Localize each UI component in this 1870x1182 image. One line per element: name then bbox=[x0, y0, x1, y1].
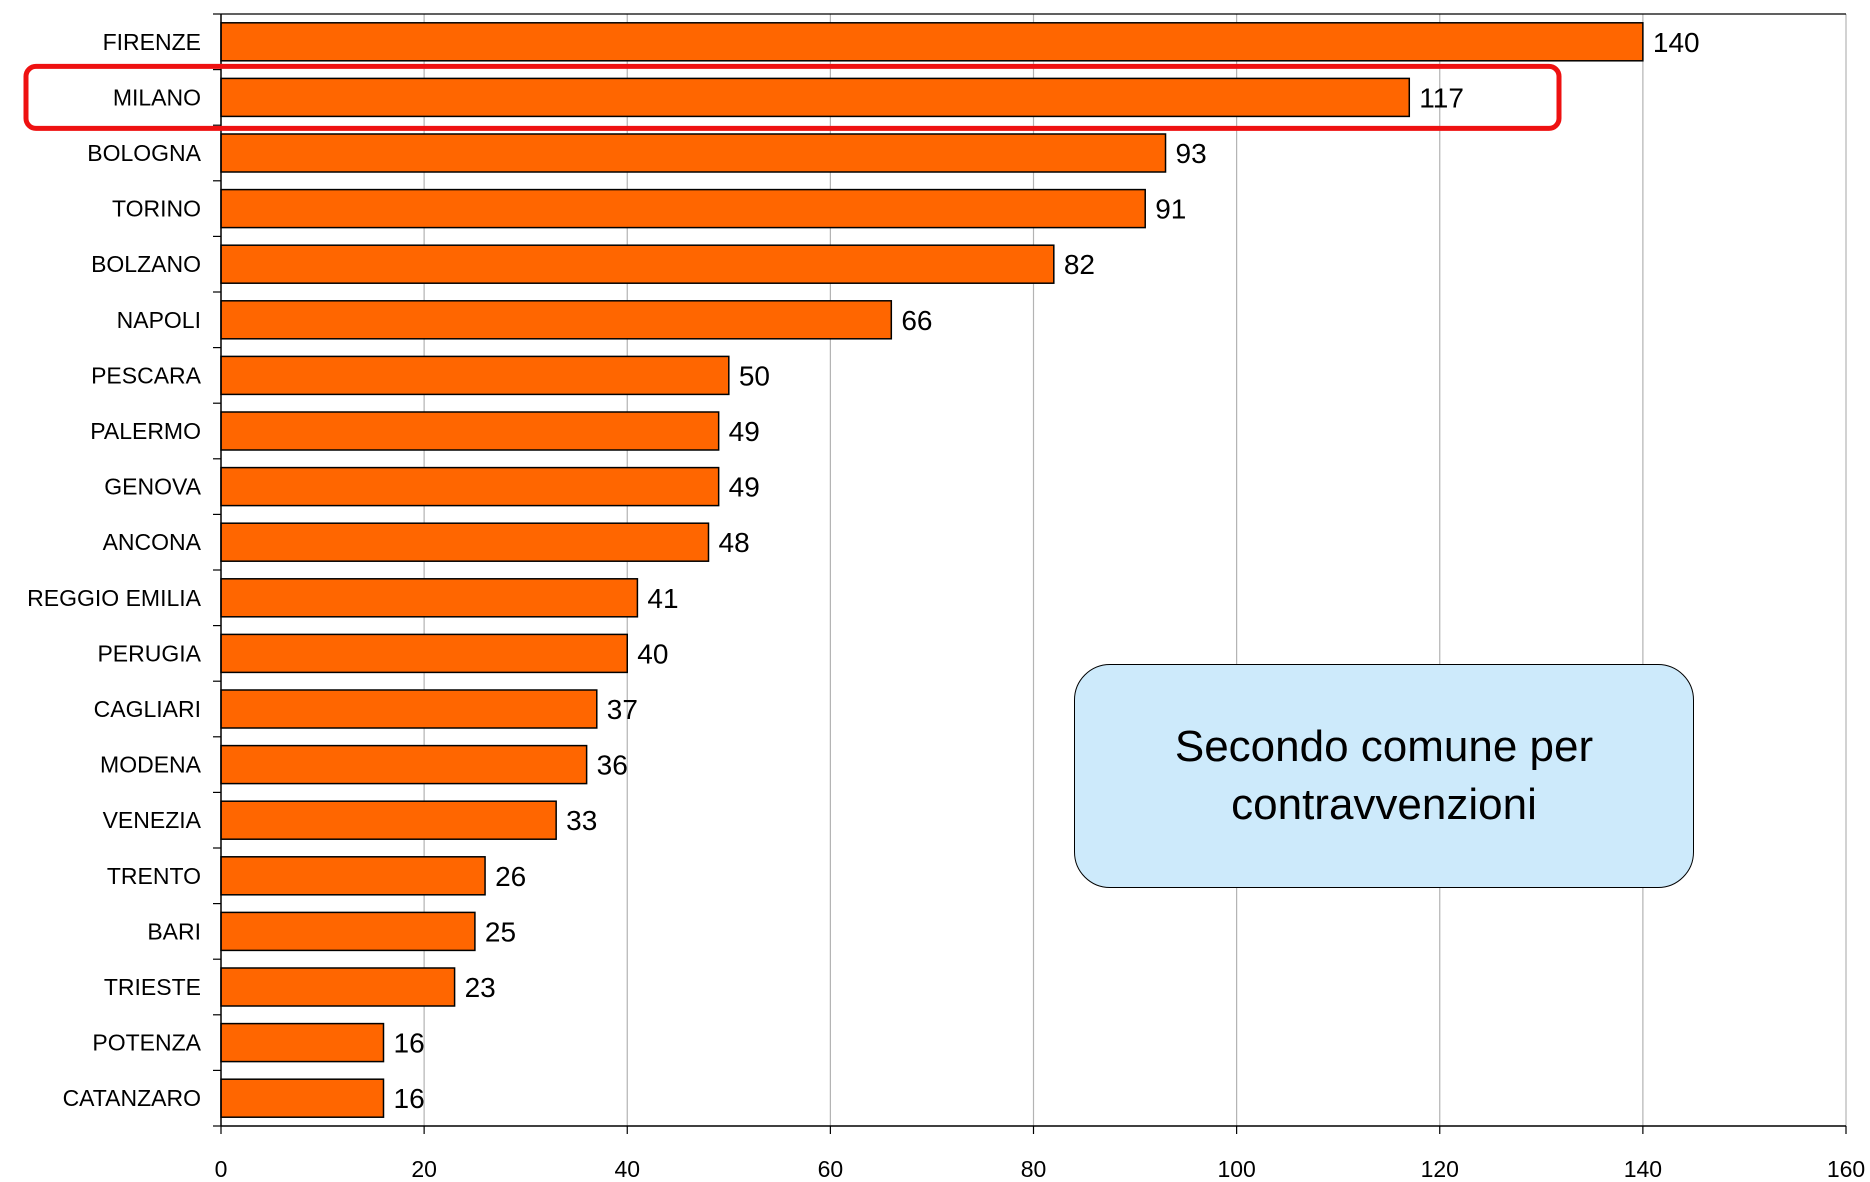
value-label: 25 bbox=[485, 916, 516, 947]
highlight-frame bbox=[23, 63, 1562, 131]
x-tick-label: 60 bbox=[818, 1156, 844, 1182]
value-label: 82 bbox=[1064, 249, 1095, 280]
bar bbox=[220, 133, 1167, 173]
bar bbox=[220, 522, 710, 562]
bar bbox=[220, 578, 639, 618]
category-label: POTENZA bbox=[92, 1030, 201, 1056]
value-label: 50 bbox=[739, 360, 770, 391]
category-label: BARI bbox=[147, 918, 201, 944]
bar bbox=[220, 411, 720, 451]
category-label: CATANZARO bbox=[63, 1085, 201, 1111]
bar bbox=[220, 1078, 385, 1118]
category-label: CAGLIARI bbox=[94, 696, 201, 722]
value-label: 36 bbox=[597, 750, 628, 781]
value-label: 49 bbox=[729, 416, 760, 447]
annotation-text: Secondo comune per contravvenzioni bbox=[1174, 722, 1594, 829]
value-label: 49 bbox=[729, 472, 760, 503]
category-label: PESCARA bbox=[91, 362, 202, 388]
value-label: 26 bbox=[495, 861, 526, 892]
category-label: ANCONA bbox=[103, 529, 202, 555]
x-tick-label: 80 bbox=[1021, 1156, 1047, 1182]
x-tick-label: 160 bbox=[1827, 1156, 1865, 1182]
category-label: PERUGIA bbox=[97, 640, 201, 666]
category-label: MODENA bbox=[100, 752, 202, 778]
bar bbox=[220, 911, 476, 952]
bar bbox=[220, 1022, 385, 1063]
bar bbox=[220, 466, 720, 507]
bar bbox=[220, 856, 486, 896]
value-label: 93 bbox=[1176, 138, 1207, 169]
bar bbox=[220, 967, 456, 1007]
grid-lines bbox=[423, 14, 1847, 1126]
annotation-callout: Secondo comune per contravvenzioni bbox=[1074, 664, 1694, 888]
x-tick-label: 0 bbox=[215, 1156, 228, 1182]
bar bbox=[220, 355, 730, 396]
axes bbox=[213, 13, 1847, 1134]
category-label: GENOVA bbox=[104, 474, 201, 500]
labels: 0 20 40 60 80 100 120 140 160 FIRENZE 140 MILANO 117… bbox=[23, 27, 1865, 1182]
bar bbox=[220, 689, 598, 729]
value-label: 140 bbox=[1653, 27, 1700, 58]
x-tick-label: 120 bbox=[1421, 1156, 1459, 1182]
value-label: 66 bbox=[901, 305, 932, 336]
bar bbox=[220, 800, 557, 840]
bar bbox=[220, 633, 628, 674]
category-label: TRIESTE bbox=[104, 974, 201, 1000]
value-label: 16 bbox=[394, 1028, 425, 1059]
bar bbox=[220, 22, 1644, 62]
value-label: 48 bbox=[719, 527, 750, 558]
x-tick-label: 40 bbox=[614, 1156, 640, 1182]
bar bbox=[220, 244, 1055, 284]
value-label: 41 bbox=[647, 583, 678, 614]
category-label: PALERMO bbox=[90, 418, 201, 444]
category-label: BOLZANO bbox=[91, 251, 201, 277]
category-label: VENEZIA bbox=[103, 807, 202, 833]
category-label: FIRENZE bbox=[103, 29, 201, 55]
category-label: TRENTO bbox=[107, 863, 201, 889]
value-label: 91 bbox=[1155, 194, 1186, 225]
bar bbox=[220, 300, 893, 340]
bar bbox=[220, 188, 1146, 229]
x-tick-label: 140 bbox=[1624, 1156, 1662, 1182]
value-label: 16 bbox=[394, 1083, 425, 1114]
value-label: 37 bbox=[607, 694, 638, 725]
value-label: 33 bbox=[566, 805, 597, 836]
bar bbox=[220, 744, 588, 785]
category-label: BOLOGNA bbox=[87, 140, 201, 166]
bars bbox=[220, 22, 1644, 1118]
value-label: 23 bbox=[465, 972, 496, 1003]
value-label: 40 bbox=[637, 638, 668, 669]
value-label: 117 bbox=[1419, 82, 1464, 113]
bar bbox=[220, 77, 1411, 118]
x-tick-label: 20 bbox=[411, 1156, 437, 1182]
x-tick-label: 100 bbox=[1217, 1156, 1255, 1182]
category-label: REGGIO EMILIA bbox=[27, 585, 201, 611]
category-label: NAPOLI bbox=[117, 307, 201, 333]
category-label: MILANO bbox=[113, 84, 201, 110]
category-label: TORINO bbox=[112, 196, 201, 222]
